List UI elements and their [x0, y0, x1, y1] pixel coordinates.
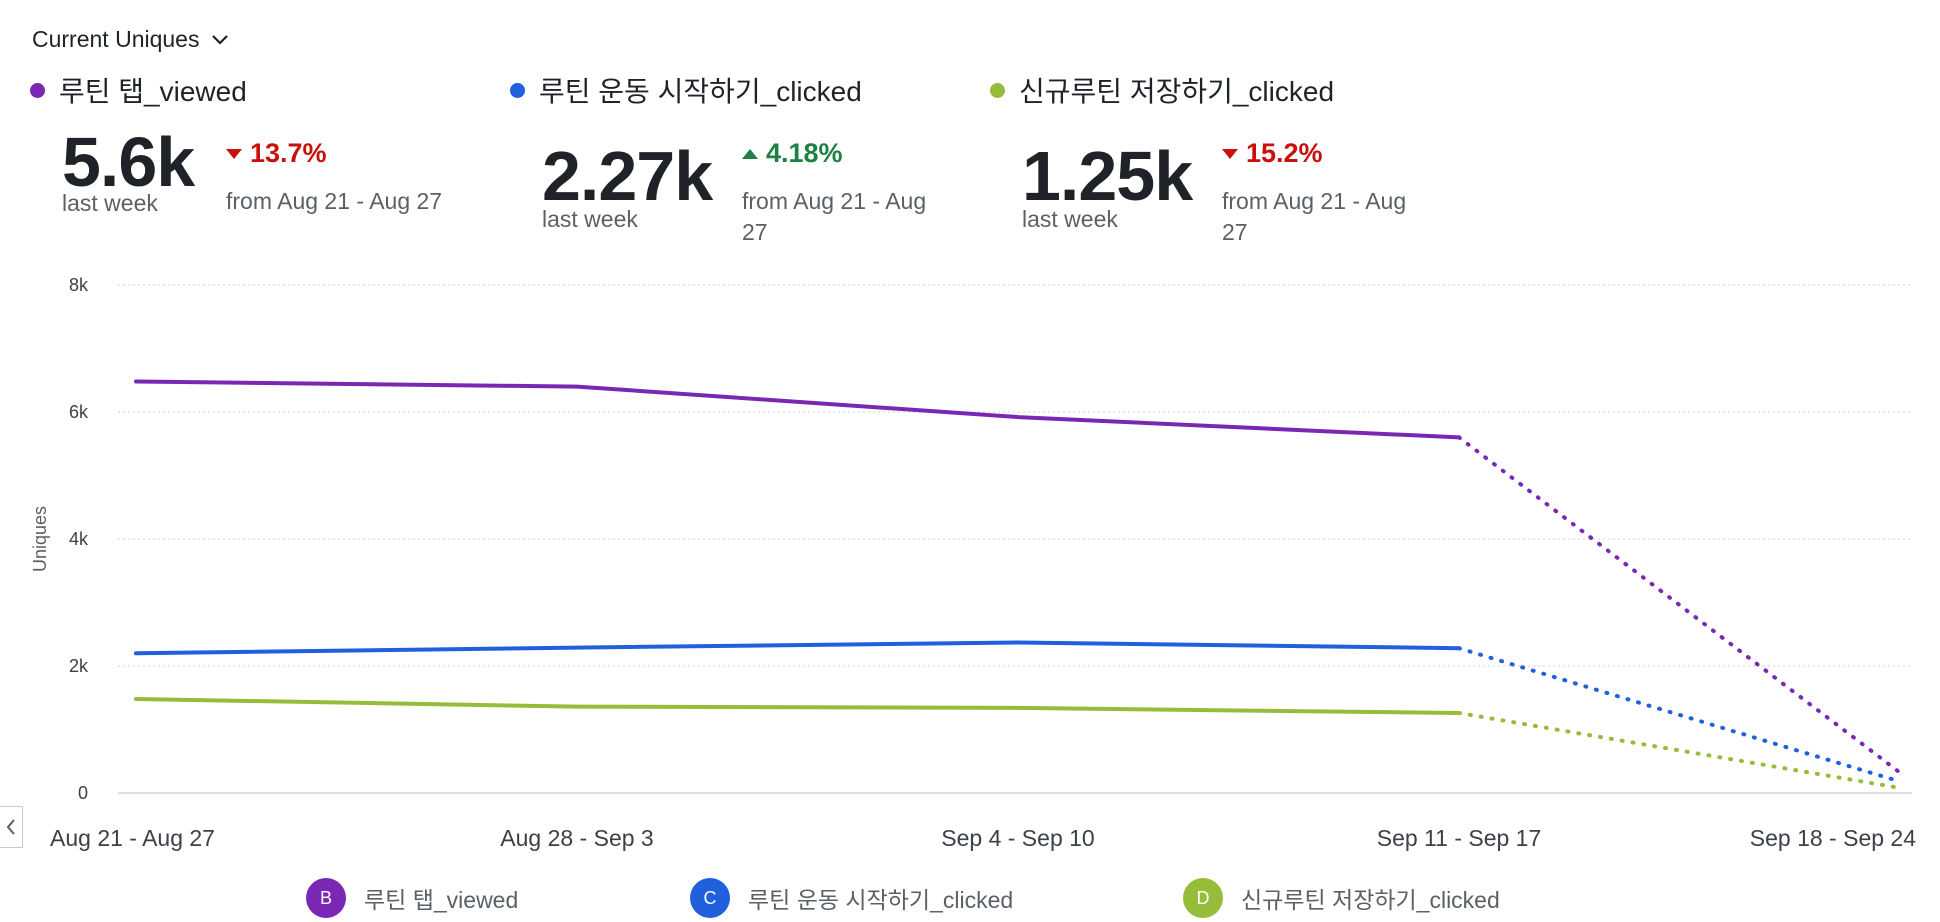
legend-badge: C	[690, 878, 730, 918]
series-line	[134, 640, 1461, 656]
legend-item[interactable]: C 루틴 운동 시작하기_clicked	[690, 878, 1013, 918]
y-tick-label: 6k	[69, 402, 89, 422]
y-tick-label: 0	[78, 783, 88, 803]
legend-label: 신규루틴 저장하기_clicked	[1241, 887, 1500, 913]
chevron-left-icon	[6, 819, 15, 835]
legend-badge: D	[1183, 878, 1223, 918]
legend-item[interactable]: B 루틴 탭_viewed	[306, 878, 518, 918]
kpi-change-value: 15.2%	[1246, 138, 1323, 168]
kpi-change-value: 13.7%	[250, 138, 327, 168]
x-tick-label: Sep 18 - Sep 24	[1750, 825, 1916, 851]
kpi-from: from Aug 21 - Aug 27	[1222, 188, 1407, 245]
metric-dropdown[interactable]: Current Uniques	[32, 26, 231, 53]
kpi-card: 신규루틴 저장하기_clicked 1.25k last week 15.2% …	[990, 70, 1450, 245]
series-line	[134, 379, 1461, 440]
kpi-name: 루틴 탭_viewed	[59, 76, 247, 107]
kpi-name-row[interactable]: 루틴 탭_viewed	[30, 70, 490, 110]
y-axis-label: Uniques	[30, 506, 50, 572]
collapse-tab[interactable]	[0, 806, 23, 848]
down-triangle-icon	[1222, 148, 1238, 159]
kpi-name: 신규루틴 저장하기_clicked	[1019, 76, 1335, 107]
kpi-value: 2.27k	[542, 137, 713, 215]
kpi-name-row[interactable]: 신규루틴 저장하기_clicked	[990, 70, 1450, 110]
series-incomplete-line	[1457, 710, 1902, 790]
kpi-change: 15.2%	[1222, 138, 1323, 169]
kpi-value: 1.25k	[1022, 137, 1193, 215]
series-dot	[510, 82, 525, 98]
kpi-name-row[interactable]: 루틴 운동 시작하기_clicked	[510, 70, 970, 110]
legend-label: 루틴 운동 시작하기_clicked	[748, 887, 1014, 913]
kpi-change-value: 4.18%	[766, 138, 843, 168]
kpi-value: 5.6k	[62, 123, 195, 201]
x-tick-label: Aug 28 - Sep 3	[500, 825, 653, 851]
kpi-period: last week	[62, 190, 158, 216]
kpi-change: 4.18%	[742, 138, 843, 169]
legend-badge: B	[306, 878, 346, 918]
kpi-card: 루틴 운동 시작하기_clicked 2.27k last week 4.18%…	[510, 70, 970, 245]
chevron-down-icon	[212, 34, 229, 45]
down-triangle-icon	[226, 148, 242, 159]
y-tick-label: 2k	[69, 656, 89, 676]
kpi-from: from Aug 21 - Aug 27	[226, 188, 443, 214]
metric-dropdown-label: Current Uniques	[32, 26, 200, 52]
series-incomplete-line	[1457, 646, 1902, 784]
kpi-card: 루틴 탭_viewed 5.6k last week 13.7% from Au…	[30, 70, 490, 216]
kpi-from: from Aug 21 - Aug 27	[742, 188, 927, 245]
series-dot	[990, 82, 1005, 98]
y-tick-label: 4k	[69, 529, 89, 549]
legend-item[interactable]: D 신규루틴 저장하기_clicked	[1183, 878, 1500, 918]
legend-label: 루틴 탭_viewed	[364, 887, 519, 913]
x-tick-label: Aug 21 - Aug 27	[50, 825, 215, 851]
up-triangle-icon	[742, 148, 758, 159]
series-incomplete-line	[1457, 435, 1902, 775]
x-tick-label: Sep 4 - Sep 10	[941, 825, 1094, 851]
kpi-period: last week	[1022, 206, 1118, 232]
y-tick-label: 8k	[69, 275, 89, 295]
kpi-change: 13.7%	[226, 138, 327, 169]
kpi-name: 루틴 운동 시작하기_clicked	[539, 76, 862, 107]
series-line	[134, 697, 1461, 715]
x-tick-label: Sep 11 - Sep 17	[1377, 825, 1542, 851]
series-dot	[30, 82, 45, 98]
kpi-period: last week	[542, 206, 638, 232]
